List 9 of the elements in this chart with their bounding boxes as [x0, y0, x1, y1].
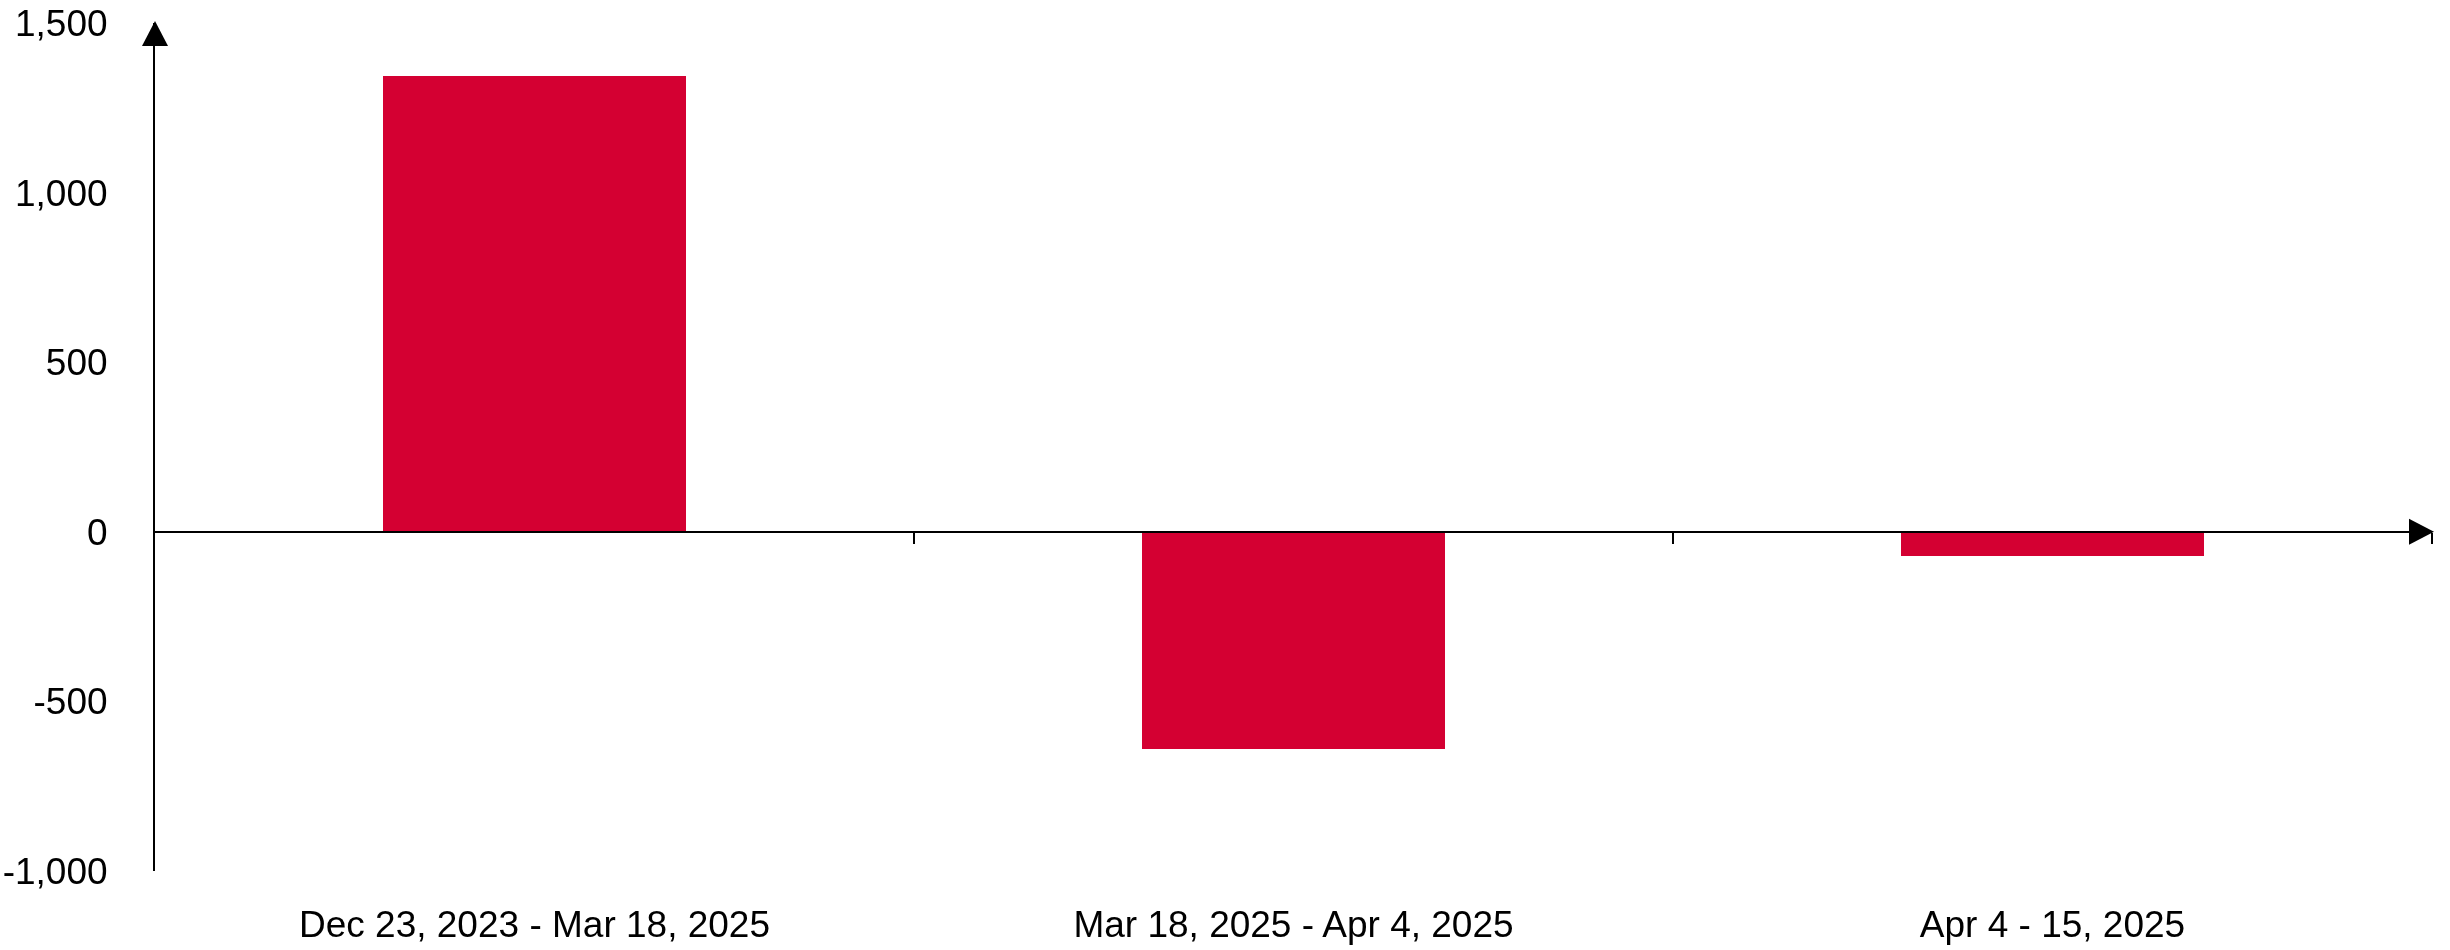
x-tick-label: Apr 4 - 15, 2025 [1919, 904, 2186, 945]
x-tick-label: Mar 18, 2025 - Apr 4, 2025 [1073, 904, 1514, 945]
x-tick-label: Dec 23, 2023 - Mar 18, 2025 [298, 904, 771, 945]
y-tick-label: 1,000 [15, 172, 108, 214]
y-tick-label: -1,000 [2, 850, 108, 892]
y-tick-label: 1,500 [15, 2, 108, 44]
y-tick-label: -500 [33, 681, 108, 723]
y-tick-label: 500 [45, 342, 108, 384]
y-tick-label: 0 [87, 511, 108, 553]
